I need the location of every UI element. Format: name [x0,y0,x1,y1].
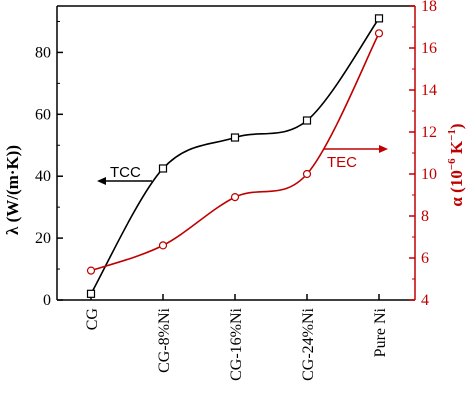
left-tick-label: 40 [35,168,51,185]
x-tick-label: CG-24%Ni [300,307,317,380]
annotation-tcc-arrowhead [97,177,106,185]
point-tcc [86,289,96,298]
right-tick-label: 16 [421,40,437,57]
right-tick-label: 12 [421,124,437,141]
annotation-tcc-label: TCC [110,164,141,181]
point-tec [86,266,96,275]
annotation-layer: TCC TEC [97,145,388,185]
right-tick-label: 6 [421,250,429,267]
right-tick-label: 18 [421,0,437,15]
left-tick-label: 80 [35,44,51,61]
left-y-axis: 0 20 40 60 80 [35,20,63,309]
x-tick-label: CG [84,308,101,331]
series-line-tec [90,32,380,272]
right-tick-label: 8 [421,208,429,225]
annotation-tec-arrowhead [379,145,388,153]
series-layer [86,14,384,298]
left-tick-label: 60 [35,106,51,123]
right-tick-label: 4 [421,292,429,309]
x-tick-label: CG-8%Ni [156,307,173,372]
right-tick-label: 10 [421,166,437,183]
annotation-tec-label: TEC [327,154,357,171]
x-tick-label: CG-16%Ni [228,307,245,380]
point-tcc [374,14,384,23]
point-tcc [302,116,312,125]
left-tick-label: 20 [35,230,51,247]
point-tec [302,169,312,179]
point-tec [230,193,240,202]
left-tick-label: 0 [43,292,51,309]
x-tick-label: Pure Ni [372,307,389,357]
right-axis-title: α (10−6 K−1) [446,123,466,206]
plot-frame [56,5,416,301]
x-axis: CG CG-8%Ni CG-16%Ni CG-24%Ni Pure Ni [84,294,389,381]
right-tick-label: 14 [421,82,437,99]
point-tec [374,29,384,38]
left-axis-title: λ (W/(m·K)) [3,145,22,235]
point-tcc [158,164,168,173]
right-y-axis: 4 6 8 10 12 14 16 18 [409,0,437,309]
point-tec [158,241,168,250]
point-tcc [230,133,240,142]
